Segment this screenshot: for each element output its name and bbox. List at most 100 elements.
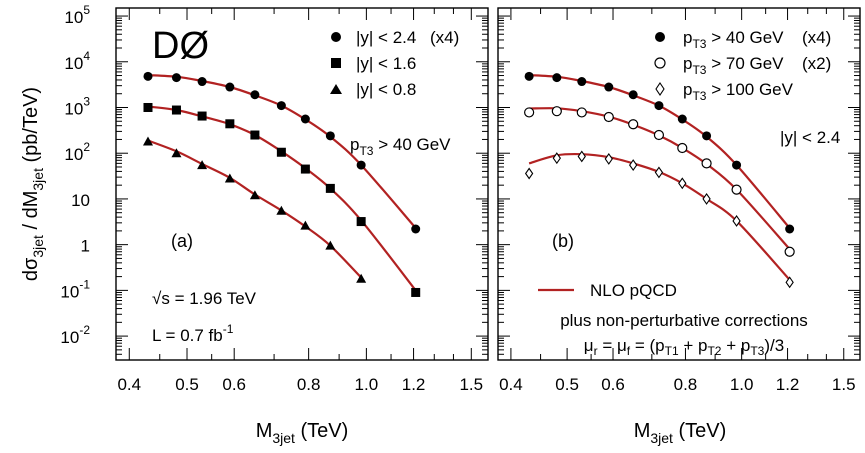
data-point-open-circle xyxy=(576,107,587,118)
nlo-fit-curve xyxy=(528,152,791,281)
data-point-square xyxy=(171,105,181,115)
legend-entry-y08: |y| < 0.8 xyxy=(356,80,416,99)
x-tick-label: 1.0 xyxy=(730,375,754,394)
x-tick-labels-panel-a: 0.4 0.5 0.6 0.8 1.0 1.2 1.5 xyxy=(117,375,483,394)
experiment-logo: DØ xyxy=(152,25,209,67)
y-tick-label: 10-1 xyxy=(60,277,90,301)
data-point-open-circle xyxy=(551,106,562,117)
y-tick-label: 10-2 xyxy=(60,323,90,347)
data-point-triangle xyxy=(356,273,367,283)
data-point-circle xyxy=(677,114,687,124)
data-point-triangle xyxy=(300,220,311,230)
data-point-triangle xyxy=(171,148,182,158)
x-axis-title-panel-b: M3jet (TeV) xyxy=(634,420,727,446)
data-point-open-diamond xyxy=(702,192,711,205)
x-tick-label: 0.6 xyxy=(601,375,625,394)
legend-entry-pt100: pT3 > 100 GeV xyxy=(683,80,794,103)
legend-entry-pt40: pT3 > 40 GeV xyxy=(683,28,784,51)
legend-marker-circle xyxy=(331,32,341,42)
data-point-open-diamond xyxy=(577,150,586,163)
data-point-circle xyxy=(276,101,286,111)
axis-ticks xyxy=(116,8,860,361)
data-point-circle xyxy=(524,71,534,81)
legend-marker-triangle xyxy=(330,84,342,94)
legend-marker-circle xyxy=(655,32,665,42)
nlo-fit-curve xyxy=(147,139,362,279)
data-point-square xyxy=(197,111,207,121)
data-point-circle xyxy=(654,101,664,111)
data-point-open-circle xyxy=(524,107,535,118)
luminosity-label: L = 0.7 fb-1 xyxy=(152,322,234,345)
data-point-circle xyxy=(411,224,421,234)
sqrt-s-label: √s = 1.96 TeV xyxy=(152,289,257,308)
data-point-circle xyxy=(604,82,614,92)
data-point-circle xyxy=(250,90,260,100)
x-axis-title-panel-a: M3jet (TeV) xyxy=(256,420,349,446)
panel-a-label: (a) xyxy=(171,231,193,251)
data-point-open-circle xyxy=(603,111,614,123)
data-point-open-diamond xyxy=(785,276,794,289)
data-point-triangle xyxy=(276,205,287,215)
panel-b-rapidity-cut: |y| < 2.4 xyxy=(780,128,840,147)
data-point-triangle xyxy=(249,190,260,200)
data-point-square xyxy=(250,130,260,140)
y-axis-title: dσ3jet / dM3jet (pb/TeV) xyxy=(20,87,46,281)
data-point-square xyxy=(325,183,335,193)
legend-marker-square xyxy=(331,58,341,68)
data-point-open-diamond xyxy=(604,152,613,165)
data-point-triangle xyxy=(142,136,153,146)
legend-entry-y24: |y| < 2.4 xyxy=(356,28,416,47)
x-tick-label: 0.5 xyxy=(555,375,579,394)
data-point-circle xyxy=(577,77,587,87)
x-tick-label: 1.0 xyxy=(355,375,379,394)
panel-b-legend: pT3 > 40 GeV (x4) pT3 > 70 GeV (x2) pT3 … xyxy=(654,28,831,103)
x-tick-label: 0.4 xyxy=(117,375,141,394)
y-tick-label: 104 xyxy=(64,49,90,73)
legend-scale-y24: (x4) xyxy=(430,28,459,47)
y-tick-label: 1 xyxy=(81,237,90,256)
legend-marker-open-circle xyxy=(654,57,666,69)
panel-b-data-points xyxy=(524,71,795,289)
data-point-circle xyxy=(325,131,335,141)
x-tick-labels-panel-b: 0.4 0.5 0.6 0.8 1.0 1.2 1.5 xyxy=(499,375,855,394)
np-corrections-note: plus non-perturbative corrections xyxy=(560,311,808,330)
x-tick-label: 0.8 xyxy=(674,375,698,394)
nlo-fit-curve xyxy=(529,107,791,250)
legend-entry-pt70: pT3 > 70 GeV xyxy=(683,54,784,77)
y-tick-label: 10 xyxy=(71,191,90,210)
x-tick-label: 0.5 xyxy=(175,375,199,394)
data-point-circle xyxy=(171,73,181,83)
data-point-circle xyxy=(732,160,742,170)
x-tick-label: 0.4 xyxy=(499,375,523,394)
y-tick-label: 103 xyxy=(64,94,90,118)
panel-a-pt-cut: pT3 > 40 GeV xyxy=(350,135,451,158)
data-point-open-diamond xyxy=(732,214,741,227)
data-point-triangle xyxy=(197,160,208,170)
panel-b-fit-curves xyxy=(528,74,791,281)
x-tick-label: 1.5 xyxy=(832,375,856,394)
x-tick-label: 1.5 xyxy=(459,375,483,394)
panel-b-frame xyxy=(497,7,861,361)
x-tick-label: 0.8 xyxy=(297,375,321,394)
legend-scale-pt40: (x4) xyxy=(802,28,831,47)
data-point-open-diamond xyxy=(678,177,687,190)
data-point-square xyxy=(143,102,153,112)
data-point-open-diamond xyxy=(524,167,534,180)
nlo-fit-curve xyxy=(147,105,417,292)
panel-a-frame xyxy=(115,7,489,361)
data-point-circle xyxy=(702,131,712,141)
data-point-open-circle xyxy=(677,142,688,154)
data-point-circle xyxy=(356,160,366,170)
data-point-circle xyxy=(225,82,235,92)
data-point-triangle xyxy=(325,240,336,250)
data-point-circle xyxy=(785,224,795,234)
panel-a-legend: |y| < 2.4 (x4) |y| < 1.6 |y| < 0.8 xyxy=(330,28,459,99)
y-tick-label: 105 xyxy=(64,3,90,27)
data-point-circle xyxy=(197,77,207,87)
data-point-square xyxy=(300,164,310,174)
data-point-square xyxy=(276,147,286,157)
data-point-open-circle xyxy=(653,129,665,141)
data-point-circle xyxy=(628,90,638,100)
